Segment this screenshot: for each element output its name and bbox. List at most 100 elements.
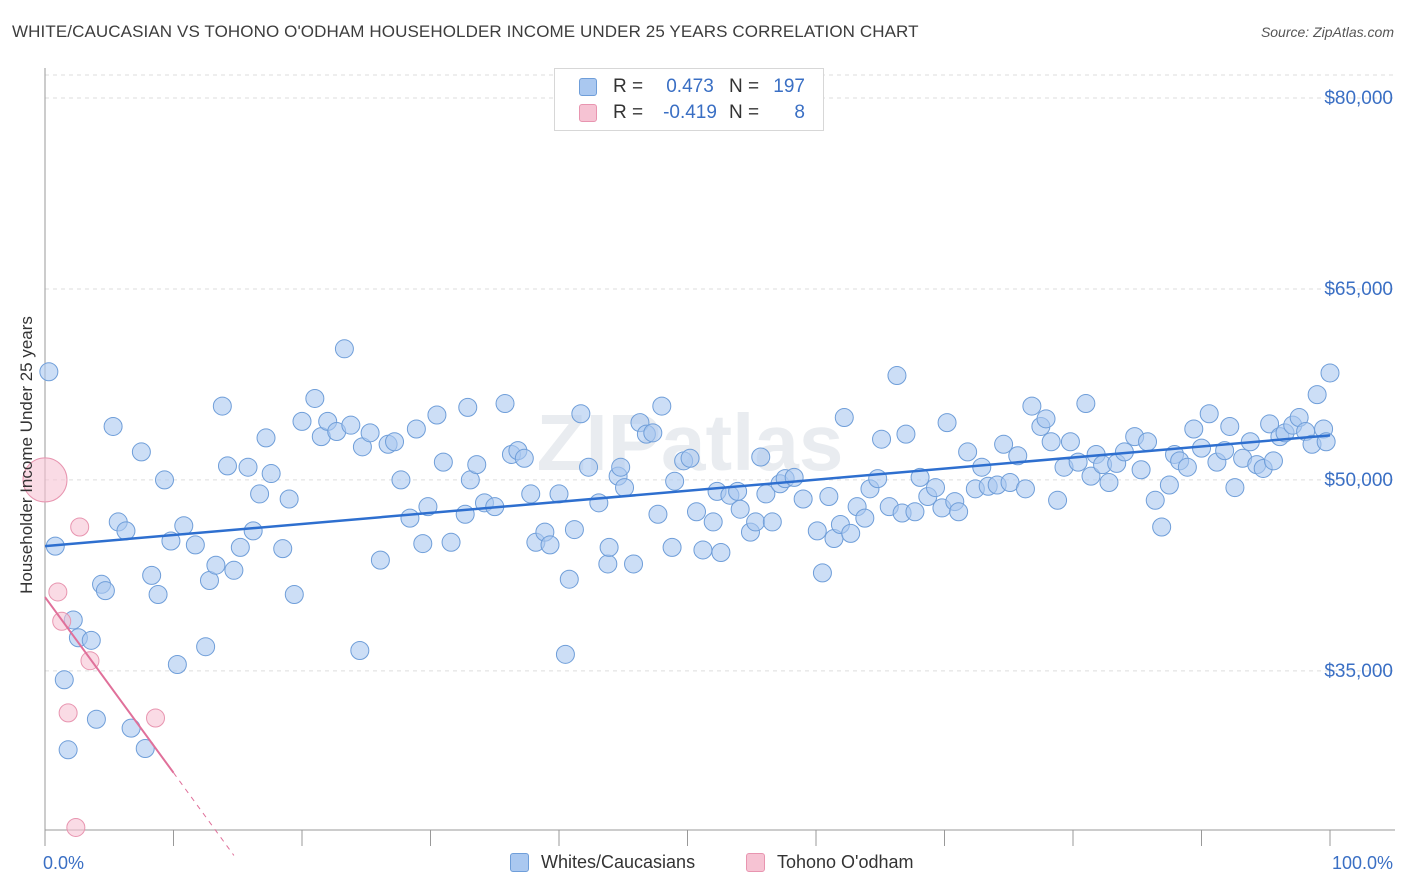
data-point-whites [1220,416,1240,436]
data-point-whites [433,452,453,472]
legend-n-label: N = [729,76,760,97]
data-point-whites [256,428,276,448]
data-point-whites [680,448,700,468]
chart-source: Source: ZipAtlas.com [1260,24,1394,40]
y-tick-label: $80,000 [1324,88,1393,109]
data-point-whites [868,469,888,489]
data-point-whites [958,442,978,462]
data-point-whites [784,467,804,487]
y-tick-labels: $35,000 $50,000 $65,000 $80,000 [1324,88,1393,682]
data-point-whites [555,644,575,664]
data-point-whites [95,581,115,601]
trend-line-tohono [44,596,175,774]
bottom-legend-swatch-blue [510,853,529,872]
data-point-whites [1184,419,1204,439]
data-point-whites [1320,363,1340,383]
data-point-whites [206,555,226,575]
legend-r-value: -0.419 [663,102,717,123]
data-point-whites [131,442,151,462]
data-point-whites [807,521,827,541]
correlation-legend: R = 0.473 N = 197 R = -0.419 N = 8 [554,68,824,131]
data-point-whites [250,484,270,504]
data-point-whites [564,520,584,540]
data-point-whites [103,416,123,436]
data-point-whites [1008,446,1028,466]
data-point-tohono [70,517,90,537]
legend-r-value: 0.473 [666,76,714,97]
y-tick-label: $35,000 [1324,661,1393,682]
data-point-whites [1099,472,1119,492]
data-point-whites [155,470,175,490]
data-point-whites [841,523,861,543]
data-point-whites [648,504,668,524]
data-point-whites [1048,490,1068,510]
axes [44,68,1395,846]
data-point-whites [142,565,162,585]
data-point-whites [793,489,813,509]
data-point-whites [400,508,420,528]
data-point-whites [615,478,635,498]
data-point-whites [174,516,194,536]
data-point-whites [746,512,766,532]
legend-n-label: N = [729,102,760,123]
data-point-whites [467,455,487,475]
data-point-whites [441,532,461,552]
data-point-whites [1225,478,1245,498]
data-point-whites [711,542,731,562]
data-point-whites [1177,457,1197,477]
data-point-whites [540,535,560,555]
chart-title: WHITE/CAUCASIAN VS TOHONO O'ODHAM HOUSEH… [12,22,919,41]
data-point-whites [926,478,946,498]
legend-row-whites: R = 0.473 N = 197 [579,75,805,99]
data-point-whites [1199,404,1219,424]
data-point-tohono [146,708,166,728]
data-point-whites [455,504,475,524]
data-point-whites [1015,479,1035,499]
data-point-whites [261,464,281,484]
data-point-whites [370,550,390,570]
data-point-whites [230,537,250,557]
data-point-whites [896,424,916,444]
data-point-whites [39,362,59,382]
data-point-whites [58,740,78,760]
data-point-whites [360,423,380,443]
data-point-whites [1131,460,1151,480]
bottom-legend-swatch-pink [746,853,765,872]
data-point-whites [521,484,541,504]
data-point-whites [686,502,706,522]
data-point-whites [1145,490,1165,510]
legend-swatch-pink [579,104,597,122]
data-point-whites [224,560,244,580]
data-point-whites [406,419,426,439]
data-point-whites [1060,432,1080,452]
data-point-whites [703,512,723,532]
legend-r-label: R = [613,102,644,123]
data-point-whites [598,554,618,574]
data-point-whites [385,432,405,452]
data-point-whites [413,534,433,554]
tohono-oodham-points [22,457,166,837]
data-point-whites [1263,451,1283,471]
data-point-whites [273,539,293,559]
data-point-whites [693,540,713,560]
data-point-whites [427,405,447,425]
data-point-whites [665,471,685,491]
data-point-whites [391,470,411,490]
data-point-whites [834,408,854,428]
data-point-whites [148,584,168,604]
y-tick-label: $50,000 [1324,470,1393,491]
data-point-whites [937,413,957,433]
bottom-legend-label: Tohono O'odham [777,852,914,872]
data-point-tohono [22,457,68,503]
data-point-whites [652,396,672,416]
x-tick-label: 100.0% [1332,853,1393,873]
legend-n-value: 197 [773,76,805,97]
data-point-whites [217,456,237,476]
data-point-whites [887,366,907,386]
data-point-whites [86,709,106,729]
data-point-whites [350,641,370,661]
data-point-whites [1081,466,1101,486]
data-point-whites [751,447,771,467]
data-point-whites [1215,441,1235,461]
